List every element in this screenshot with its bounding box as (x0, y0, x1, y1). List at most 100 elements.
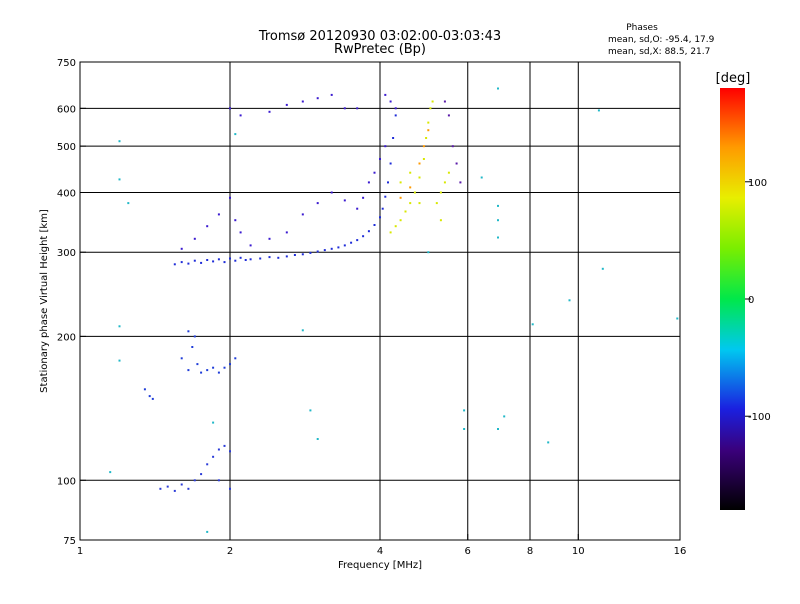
y-axis-ticks: 75 100 200 300 400 500 600 750 (57, 58, 86, 547)
data-point (268, 237, 271, 240)
data-point (229, 107, 231, 110)
data-point (285, 103, 288, 106)
data-point (309, 409, 312, 412)
colorbar (720, 88, 745, 510)
data-point (451, 145, 454, 148)
data-point (293, 254, 296, 256)
data-point (387, 181, 389, 184)
data-point (362, 235, 365, 238)
y-tick-label: 100 (57, 476, 76, 487)
data-point (399, 181, 402, 184)
data-point (200, 261, 203, 264)
data-point (497, 204, 499, 207)
data-point (459, 181, 462, 184)
data-point (531, 323, 534, 326)
colorbar-tick-label: 0 (748, 295, 754, 306)
y-tick-label: 750 (57, 58, 76, 69)
data-point (427, 121, 430, 124)
data-point (118, 325, 121, 328)
data-point (330, 247, 333, 250)
data-point (301, 213, 304, 216)
data-point (497, 428, 499, 430)
data-point (217, 258, 220, 261)
data-point (309, 251, 312, 254)
data-point (356, 239, 359, 242)
data-point (217, 479, 220, 482)
data-point (443, 100, 446, 103)
x-tick-label: 6 (465, 546, 471, 557)
data-point (316, 97, 319, 100)
y-tick-label: 500 (57, 142, 76, 153)
data-point (409, 202, 412, 205)
data-point (268, 110, 271, 113)
data-point (439, 219, 442, 222)
data-point (503, 415, 506, 418)
y-axis-label: Stationary phase Virtual Height [km] (39, 209, 50, 393)
x-axis-ticks: 1 2 4 6 8 10 16 (77, 534, 686, 557)
data-point (356, 107, 359, 110)
data-point (394, 225, 397, 228)
data-point (127, 202, 130, 205)
data-point (399, 196, 402, 199)
data-point (212, 366, 215, 369)
data-point (239, 256, 242, 259)
data-point (356, 207, 359, 210)
data-point (285, 255, 288, 258)
data-point (187, 487, 190, 490)
data-point (463, 409, 466, 412)
data-point (330, 191, 333, 194)
data-point (301, 329, 304, 332)
data-point (427, 251, 430, 254)
data-point (343, 199, 346, 202)
data-point (229, 363, 231, 366)
data-point (418, 162, 421, 165)
data-point (381, 207, 384, 210)
data-point (229, 450, 231, 453)
data-point (392, 137, 395, 139)
data-point (200, 473, 203, 476)
data-point (118, 140, 121, 143)
data-point (206, 259, 209, 261)
data-point (316, 438, 319, 440)
chart-title: Tromsø 20120930 03:02:00-03:03:43 (258, 29, 501, 44)
data-point (187, 262, 190, 265)
data-point (676, 317, 679, 320)
data-point (196, 363, 199, 366)
data-point (568, 299, 571, 302)
data-point (268, 256, 271, 259)
data-point (301, 253, 304, 256)
data-point (191, 346, 194, 348)
data-point (435, 202, 438, 205)
x-tick-label: 1 (77, 546, 83, 557)
data-point (439, 191, 442, 194)
data-points (109, 87, 679, 533)
data-point (193, 259, 196, 262)
data-point (597, 109, 600, 112)
data-point (212, 421, 215, 424)
data-point (285, 231, 288, 234)
data-point (362, 196, 365, 199)
data-point (443, 181, 446, 184)
data-point (409, 171, 412, 174)
data-point (187, 369, 190, 372)
data-point (379, 216, 381, 219)
data-point (409, 186, 412, 189)
data-point (234, 259, 237, 262)
data-point (422, 145, 425, 148)
data-point (330, 93, 333, 96)
data-point (497, 219, 499, 222)
grid-lines (80, 62, 680, 540)
data-point (206, 225, 209, 228)
data-point (480, 176, 483, 179)
stats-heading: Phases (626, 23, 658, 33)
data-point (229, 196, 231, 199)
data-point (389, 162, 392, 165)
data-point (217, 448, 220, 451)
data-point (601, 267, 604, 270)
data-point (118, 178, 121, 181)
data-point (337, 246, 340, 249)
y-tick-label: 300 (57, 248, 76, 259)
data-point (118, 359, 121, 362)
data-point (394, 107, 397, 110)
